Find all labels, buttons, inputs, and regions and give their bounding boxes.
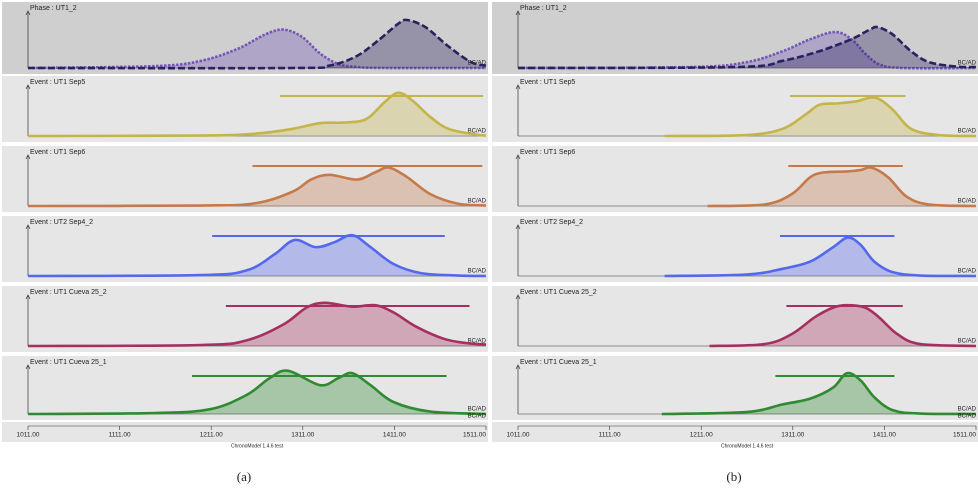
x-tick-label: 1311.00 [781,432,804,439]
row-title: Event : UT1 Cueva 25_1 [30,359,107,366]
density-area [28,235,486,276]
density-curve [664,236,977,278]
row-title: Phase : UT1_2 [30,5,77,12]
x-tick-label: 1411.00 [873,432,896,439]
density-area [518,32,976,69]
y-arrow [515,154,521,160]
x-tick-label: 1511.00 [463,432,486,439]
x-tick-label: 1211.00 [200,432,223,439]
unit-label: BC/AD [958,407,977,413]
y-arrow [25,224,31,230]
density-area [518,26,976,68]
unit-label: BC/AD [468,61,487,67]
footer: ChronoModel 1.4.6 test [721,443,774,449]
row-title: Event : UT2 Sep4_2 [30,219,93,226]
unit-label: BC/AD [468,269,487,275]
density-area [28,19,486,69]
row-title: Event : UT1 Sep5 [520,79,575,86]
y-arrow [25,154,31,160]
density-area [709,305,976,346]
row-panel [2,146,488,212]
row-panel [492,2,978,74]
density-area [28,370,486,414]
unit-label: BC/AD [468,199,487,205]
row-panel [492,146,978,212]
y-arrow [515,364,521,370]
unit-label: BC/AD [468,407,487,413]
row-title: Event : UT1 Cueva 25_2 [520,289,597,296]
density-curve [27,369,487,416]
row-title: Event : UT1 Cueva 25_2 [30,289,107,296]
density-area [28,29,486,69]
x-tick-label: 1011.00 [506,432,529,439]
row-panel [492,356,978,420]
density-curve [27,28,487,70]
density-curve [707,166,977,208]
x-tick-label: 1411.00 [383,432,406,439]
row-panel [492,76,978,142]
footer: ChronoModel 1.4.6 test [231,443,284,449]
x-tick-label: 1211.00 [690,432,713,439]
x-tick-label: 1111.00 [599,432,621,439]
row-panel [2,2,488,74]
x-tick-label: 1311.00 [291,432,314,439]
row-panel [2,76,488,142]
unit-label: BC/AD [958,339,977,345]
unit-label: BC/AD [958,269,977,275]
y-arrow [25,364,31,370]
y-arrow [25,84,31,90]
row-panel [492,216,978,282]
row-title: Event : UT1 Sep6 [520,149,575,156]
density-area [661,372,976,414]
density-curve [664,96,977,138]
row-title: Event : UT1 Sep5 [30,79,85,86]
unit-label: BC/AD [958,61,977,67]
unit-label: BC/AD [958,129,977,135]
density-curve [27,233,487,278]
caption: (b) [726,469,741,484]
x-tick-label: 1011.00 [16,432,39,439]
density-curve [27,91,487,138]
density-curve [27,166,487,208]
unit-label: BC/AD [468,129,487,135]
density-area [28,302,486,346]
y-arrow [515,224,521,230]
unit-label: BC/AD [958,199,977,205]
row-panel [492,286,978,352]
row-panel [2,356,488,420]
density-area [28,92,486,136]
density-curve [27,18,487,70]
y-arrow [515,84,521,90]
density-area [28,167,486,206]
density-curve [517,30,977,70]
row-title: Event : UT1 Cueva 25_1 [520,359,597,366]
y-arrow [515,10,521,16]
unit-label: BC/AD [958,414,977,420]
y-arrow [515,294,521,300]
unit-label: BC/AD [468,414,487,420]
row-title: Phase : UT1_2 [520,5,567,12]
unit-label: BC/AD [468,339,487,345]
x-tick-label: 1111.00 [109,432,131,439]
density-area [664,97,976,136]
axis-panel [2,422,488,442]
density-area [707,167,976,206]
row-title: Event : UT2 Sep4_2 [520,219,583,226]
row-title: Event : UT1 Sep6 [30,149,85,156]
y-arrow [25,10,31,16]
y-arrow [25,294,31,300]
axis-panel [492,422,978,442]
caption: (a) [237,469,251,484]
density-curve [661,371,977,416]
x-tick-label: 1511.00 [953,432,976,439]
